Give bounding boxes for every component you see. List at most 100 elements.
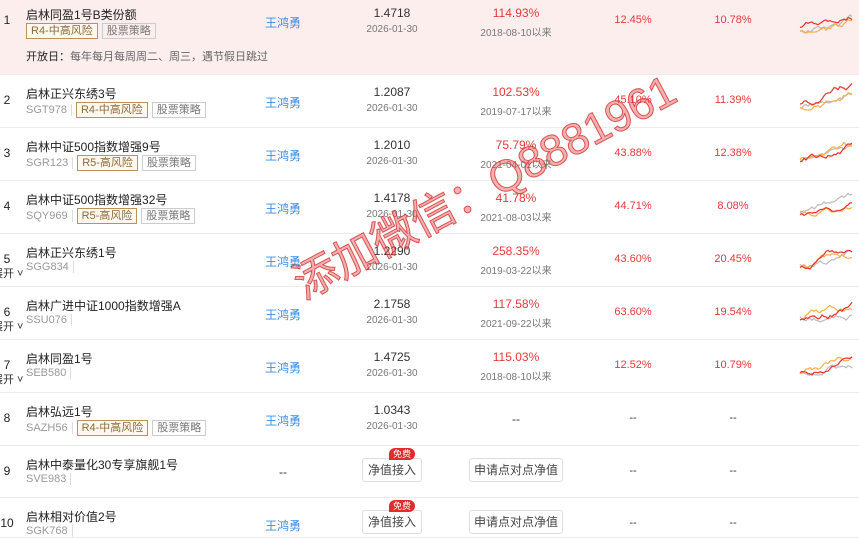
sparkline-series (799, 192, 853, 214)
total-return: 102.53% (492, 85, 540, 99)
table-row[interactable]: 8 启林弘远1号 SAZH56 R4-中高风险 股票策略 王鸿勇 1.0343 2026-01… (0, 393, 859, 446)
manager-link[interactable]: 王鸿勇 (264, 16, 301, 30)
fund-name[interactable]: 启林中泰量化30专享旗舰1号 (26, 458, 179, 472)
fund-code: SEB580 (26, 367, 72, 379)
expand-toggle[interactable]: 展开 ˅ (0, 265, 23, 281)
sparkline-series (799, 83, 853, 106)
table-row[interactable]: 10 启林相对价值2号 SGK768 王鸿勇 净值接入 免费 申请点对点净值 -- -- (0, 498, 859, 538)
strategy-tag: 股票策略 (152, 420, 207, 436)
return-col-6: -- (729, 412, 737, 424)
nav-value: 1.2010 (373, 138, 411, 152)
performance-sparkline (799, 249, 853, 270)
nav-date: 2026-01-30 (366, 368, 418, 379)
manager-link[interactable]: 王鸿勇 (264, 202, 301, 216)
rank: 9 (3, 464, 11, 478)
sparkline-series (799, 14, 853, 34)
strategy-tag: 股票策略 (141, 155, 196, 171)
nav-access-button[interactable]: 净值接入 (362, 510, 422, 534)
nav-value: 1.2087 (373, 85, 411, 99)
fund-code: SGT978 (26, 104, 72, 116)
performance-sparkline (799, 14, 853, 34)
nav-value: 1.0343 (373, 403, 411, 417)
fund-name[interactable]: 启林弘远1号 (26, 405, 93, 419)
rank: 8 (3, 411, 11, 425)
return-cell: 75.79% 2021-04-01以来 (460, 138, 572, 171)
expand-toggle[interactable]: 展开 ˅ (0, 318, 23, 334)
sparkline-series (799, 304, 853, 321)
rank: 10 (0, 516, 14, 530)
sparkline-series (799, 202, 852, 217)
nav-value: 1.4178 (373, 191, 411, 205)
manager-link[interactable]: 王鸿勇 (264, 308, 301, 322)
since-date: 2018-08-10以来 (480, 372, 552, 383)
total-return: 115.03% (492, 350, 540, 364)
fund-name[interactable]: 启林中证500指数增强32号 (26, 193, 168, 207)
sparkline-series (799, 141, 853, 161)
nav-cell: 1.2087 2026-01-30 (340, 85, 444, 114)
return-col-6: 8.08% (717, 200, 749, 212)
return-col-6: 10.79% (714, 359, 752, 371)
performance-sparkline (799, 192, 853, 217)
fund-name[interactable]: 启林中证500指数增强9号 (26, 140, 161, 154)
manager-link[interactable]: 王鸿勇 (264, 361, 301, 375)
return-col-5: 44.71% (614, 200, 652, 212)
return-col-5: 43.88% (614, 147, 652, 159)
return-col-6: 12.38% (714, 147, 752, 159)
manager-link[interactable]: 王鸿勇 (264, 96, 301, 110)
table-row[interactable]: 9 启林中泰量化30专享旗舰1号 SVE983 -- 净值接入 免费 申请点对点净值 -- -- (0, 446, 859, 498)
nav-access-button[interactable]: 净值接入 (362, 458, 422, 482)
manager-link[interactable]: 王鸿勇 (264, 149, 301, 163)
fund-name[interactable]: 启林同盈1号B类份额 (26, 8, 137, 22)
nav-date: 2026-01-30 (366, 156, 418, 167)
sparkline-series (799, 92, 853, 111)
nav-value: 1.2290 (373, 244, 411, 258)
return-cell: 114.93% 2018-08-10以来 (460, 6, 572, 39)
total-return: 117.58% (492, 297, 540, 311)
request-p2p-nav-button[interactable]: 申请点对点净值 (469, 458, 563, 482)
since-date: 2019-03-22以来 (480, 266, 552, 277)
rank: 7 (3, 358, 11, 372)
return-col-6: 10.78% (714, 14, 752, 26)
manager-link[interactable]: 王鸿勇 (264, 414, 301, 428)
fund-meta: SQY969 R5-高风险 股票策略 (26, 208, 196, 224)
table-row[interactable]: 6展开 ˅启林广进中证1000指数增强ASSU076王鸿勇2.17582026-… (0, 287, 859, 340)
risk-tag: R4-中高风险 (75, 102, 148, 118)
fund-code: SVE983 (26, 473, 72, 485)
return-col-6: 19.54% (714, 306, 752, 318)
nav-date: 2026-01-30 (366, 315, 418, 326)
return-col-5: 12.52% (614, 359, 652, 371)
return-col-6: -- (729, 465, 737, 477)
expand-label: 展开 (0, 268, 14, 280)
free-badge: 免费 (389, 448, 416, 460)
table-row[interactable]: 7展开 ˅启林同盈1号SEB580王鸿勇1.47252026-01-30115.… (0, 340, 859, 393)
manager-link[interactable]: 王鸿勇 (264, 519, 301, 533)
fund-meta: SGT978 R4-中高风险 股票策略 (26, 102, 206, 118)
expand-label: 展开 (0, 374, 14, 386)
manager-link[interactable]: 王鸿勇 (264, 255, 301, 269)
fund-code: SGR123 (26, 157, 74, 169)
fund-name[interactable]: 启林相对价值2号 (26, 510, 117, 524)
table-row[interactable]: 4 启林中证500指数增强32号 SQY969 R5-高风险 股票策略 王鸿勇 1.4178… (0, 181, 859, 234)
fund-name[interactable]: 启林同盈1号 (26, 352, 93, 366)
return-col-5: -- (629, 517, 637, 529)
fund-name[interactable]: 启林正兴东绣3号 (26, 87, 117, 101)
return-col-5: 63.60% (614, 306, 652, 318)
since-date: 2019-07-17以来 (480, 107, 552, 118)
expand-toggle[interactable]: 展开 ˅ (0, 371, 23, 387)
request-p2p-nav-button[interactable]: 申请点对点净值 (469, 510, 563, 534)
open-day-text: 每年每月每周周二、周三，遇节假日跳过 (70, 51, 268, 63)
table-row[interactable]: 1 启林同盈1号B类份额 R4-中高风险 股票策略 开放日：每年每月每周周二、周三，遇节… (0, 0, 859, 75)
table-row[interactable]: 5展开 ˅启林正兴东绣1号SGG834王鸿勇1.22902026-01-3025… (0, 234, 859, 287)
nav-cell: 1.4718 2026-01-30 (340, 6, 444, 35)
fund-name[interactable]: 启林广进中证1000指数增强A (26, 299, 181, 313)
table-row[interactable]: 2 启林正兴东绣3号 SGT978 R4-中高风险 股票策略 王鸿勇 1.2087 2026-… (0, 75, 859, 128)
return-col-6: 20.45% (714, 253, 752, 265)
nav-date: 2026-01-30 (366, 103, 418, 114)
since-date: 2018-08-10以来 (480, 28, 552, 39)
free-badge: 免费 (389, 500, 416, 512)
fund-meta: R4-中高风险 股票策略 (26, 23, 156, 39)
nav-cell: 2.1758 2026-01-30 (340, 297, 444, 326)
fund-name[interactable]: 启林正兴东绣1号 (26, 246, 117, 260)
table-row[interactable]: 3 启林中证500指数增强9号 SGR123 R5-高风险 股票策略 王鸿勇 1.2010 2… (0, 128, 859, 181)
strategy-tag: 股票策略 (101, 23, 156, 39)
